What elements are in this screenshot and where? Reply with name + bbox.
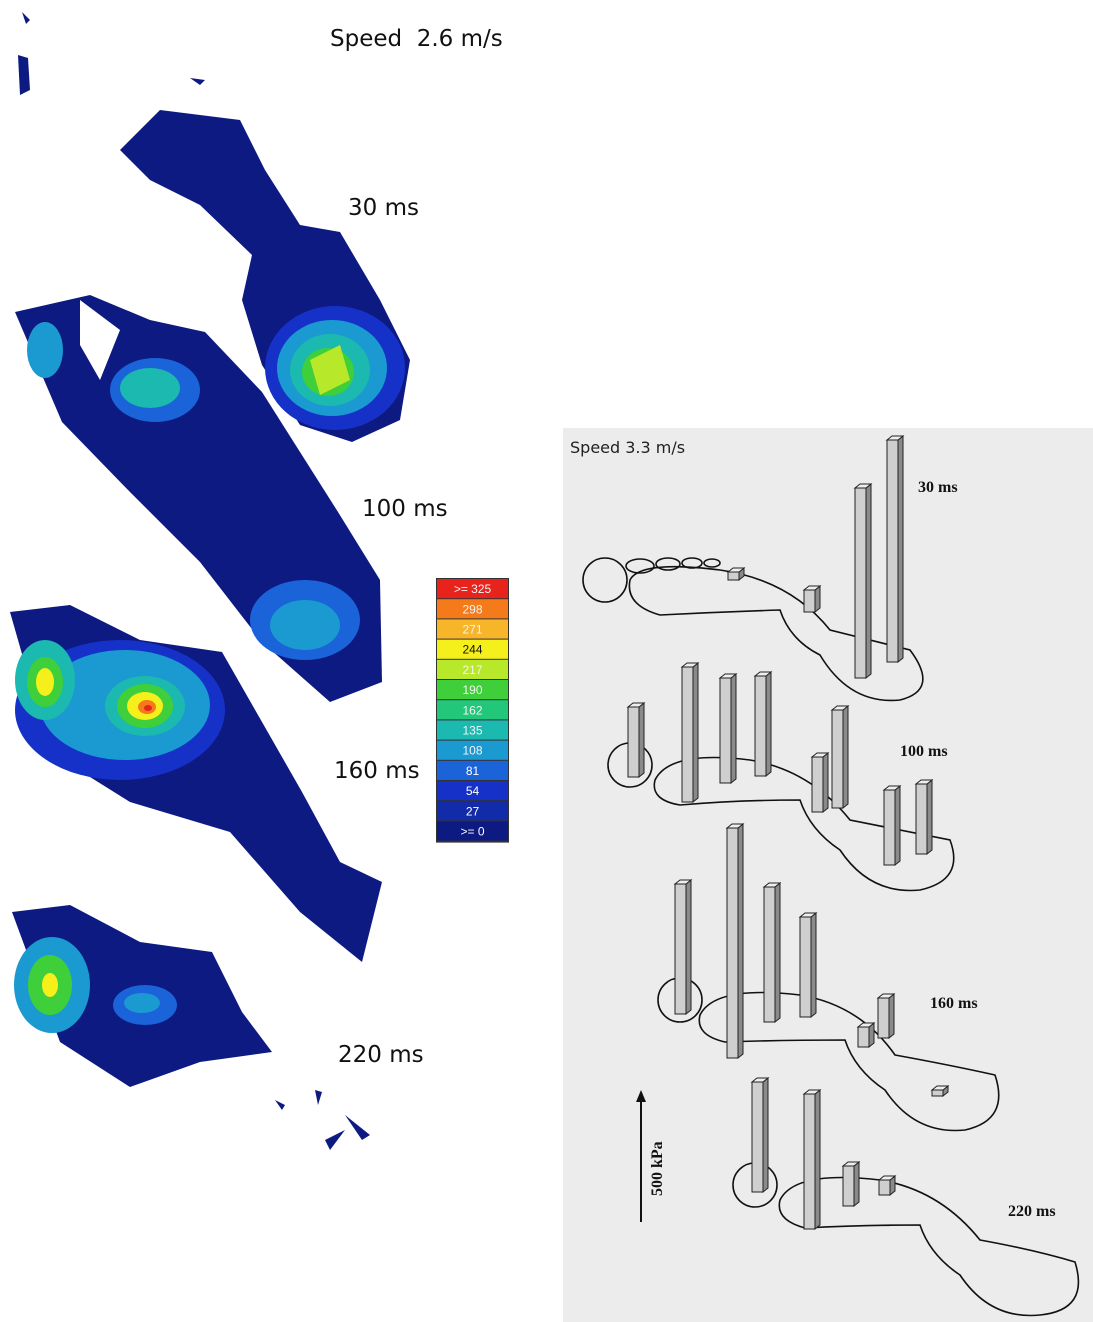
bar-face (884, 790, 895, 865)
legend-label: 162 (462, 703, 482, 717)
legend-label: 135 (462, 724, 482, 738)
legend-label: 81 (466, 764, 480, 778)
right-panel: Speed 3.3 m/s 30 ms 100 ms 160 ms 220 ms… (563, 428, 1093, 1322)
bar-face (812, 757, 823, 812)
bar-face (832, 710, 843, 808)
legend-label: 271 (462, 623, 482, 637)
bar-face (720, 678, 731, 783)
legend-label: >= 325 (454, 582, 492, 596)
bar-face (804, 1094, 815, 1229)
bar-face (804, 590, 815, 612)
bar-side (823, 753, 828, 812)
bar-side (811, 913, 816, 1017)
bar-side (731, 674, 736, 783)
legend-label: 27 (466, 804, 480, 818)
bar-side (866, 484, 871, 678)
legend-label: >= 0 (460, 825, 484, 839)
bar-face (800, 917, 811, 1017)
bar-side (766, 672, 771, 776)
time-label: 30 ms (918, 479, 958, 496)
legend-label: 298 (462, 602, 482, 616)
bar-face (855, 488, 866, 678)
bar-side (639, 703, 644, 777)
bar-side (895, 786, 900, 865)
time-label: 220 ms (1008, 1203, 1056, 1220)
legend-label: 217 (462, 663, 482, 677)
bar-side (693, 663, 698, 802)
color-legend: >= 325 298 271 244 217 190 162 135 108 81 54 27 >= 0 (436, 578, 509, 843)
left-title: Speed 2.6 m/s (330, 26, 503, 52)
bar-face (843, 1166, 854, 1206)
bar-side (775, 883, 780, 1022)
bar-face (879, 1180, 890, 1195)
bar-side (889, 994, 894, 1038)
bar-face (932, 1090, 943, 1096)
legend-label: 244 (462, 643, 482, 657)
time-label: 220 ms (338, 1042, 424, 1068)
bar-side (843, 706, 848, 808)
bar-face (682, 667, 693, 802)
bar-side (738, 824, 743, 1058)
bar-face (755, 676, 766, 776)
figure: Speed 2.6 m/s (0, 0, 1093, 1322)
bar-face (764, 887, 775, 1022)
bar-side (898, 436, 903, 662)
time-label: 160 ms (930, 995, 978, 1012)
scale-label: 500 kPa (649, 1141, 666, 1196)
bar-side (763, 1078, 768, 1192)
bar-face (727, 828, 738, 1058)
scan-background (563, 428, 1093, 1322)
time-label: 100 ms (900, 743, 948, 760)
right-title: Speed 3.3 m/s (570, 438, 685, 457)
legend-label: 190 (462, 683, 482, 697)
time-label: 30 ms (348, 195, 419, 221)
bar-face (728, 572, 739, 580)
bar-face (916, 784, 927, 854)
bar-face (887, 440, 898, 662)
bar-side (686, 880, 691, 1014)
legend-label: 108 (462, 744, 482, 758)
bar-face (858, 1027, 869, 1047)
bar-face (628, 707, 639, 777)
time-label: 100 ms (362, 496, 448, 522)
bar-side (854, 1162, 859, 1206)
bar-face (878, 998, 889, 1038)
bar-side (815, 1090, 820, 1229)
bar-face (675, 884, 686, 1014)
legend-label: 54 (466, 784, 480, 798)
bar-side (927, 780, 932, 854)
time-label: 160 ms (334, 758, 420, 784)
bar-face (752, 1082, 763, 1192)
